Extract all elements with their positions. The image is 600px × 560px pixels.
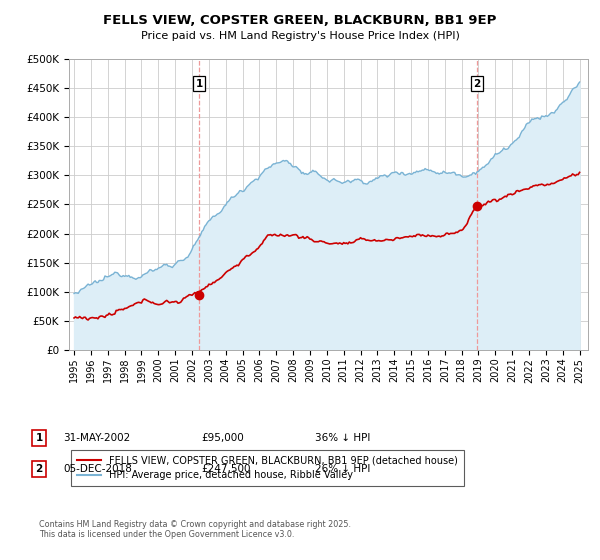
Text: £247,500: £247,500 [201, 464, 251, 474]
Text: 1: 1 [35, 433, 43, 443]
Text: £95,000: £95,000 [201, 433, 244, 443]
Text: 31-MAY-2002: 31-MAY-2002 [63, 433, 130, 443]
Text: 1: 1 [196, 78, 203, 88]
Text: Contains HM Land Registry data © Crown copyright and database right 2025.
This d: Contains HM Land Registry data © Crown c… [39, 520, 351, 539]
Text: FELLS VIEW, COPSTER GREEN, BLACKBURN, BB1 9EP: FELLS VIEW, COPSTER GREEN, BLACKBURN, BB… [103, 14, 497, 27]
Text: 26% ↓ HPI: 26% ↓ HPI [315, 464, 370, 474]
Text: Price paid vs. HM Land Registry's House Price Index (HPI): Price paid vs. HM Land Registry's House … [140, 31, 460, 41]
Text: 05-DEC-2018: 05-DEC-2018 [63, 464, 132, 474]
Text: 36% ↓ HPI: 36% ↓ HPI [315, 433, 370, 443]
Text: 2: 2 [473, 78, 481, 88]
Legend: FELLS VIEW, COPSTER GREEN, BLACKBURN, BB1 9EP (detached house), HPI: Average pri: FELLS VIEW, COPSTER GREEN, BLACKBURN, BB… [71, 450, 464, 486]
Text: 2: 2 [35, 464, 43, 474]
